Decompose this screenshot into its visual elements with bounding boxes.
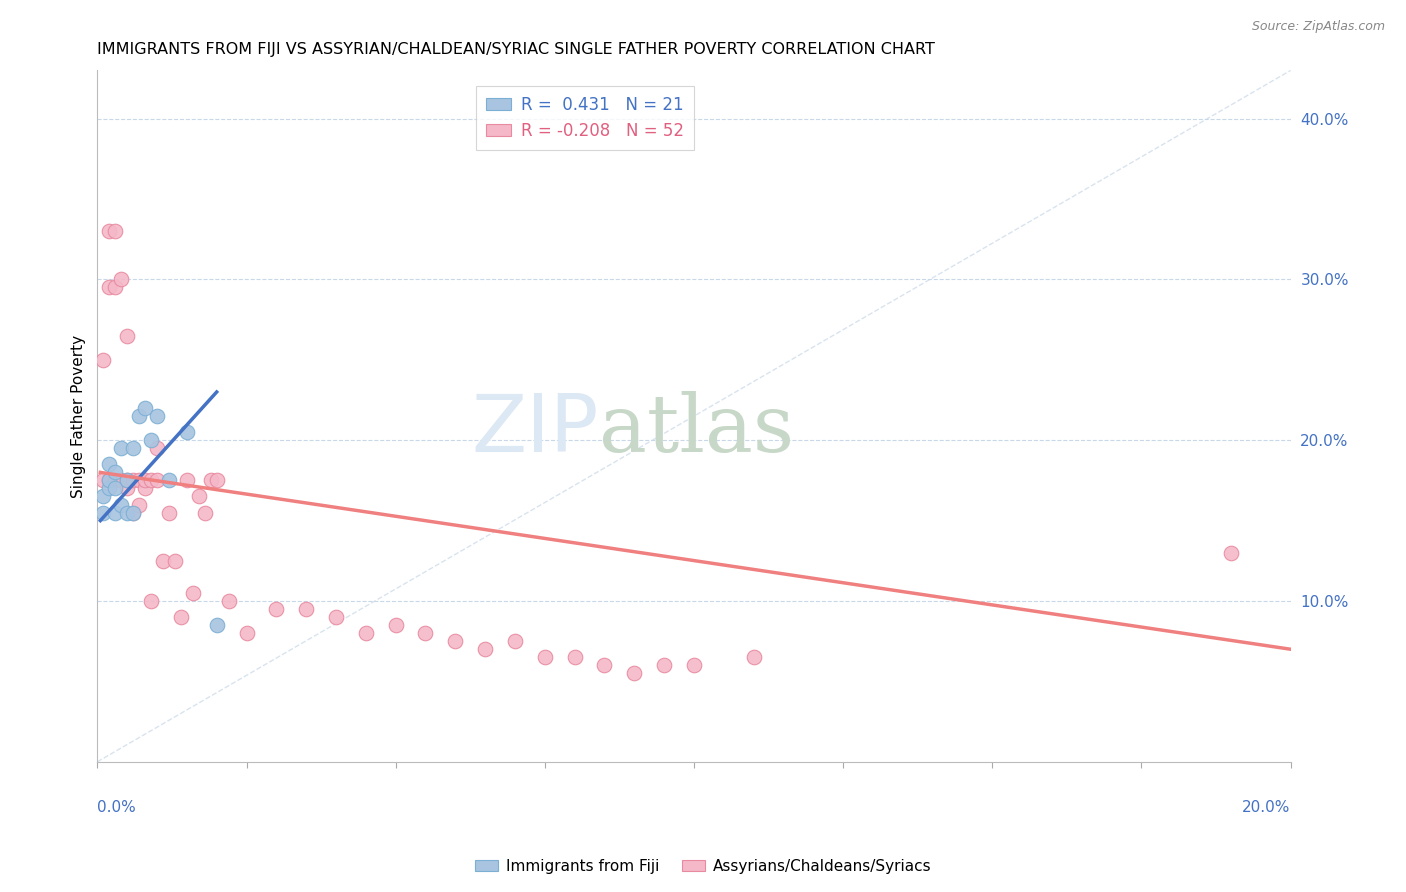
Point — [115, 474, 138, 488]
Point — [163, 554, 186, 568]
Point — [139, 434, 162, 448]
Point — [200, 474, 222, 488]
Point — [104, 224, 127, 238]
Point — [115, 328, 138, 343]
Point — [325, 610, 347, 624]
Point — [98, 474, 121, 488]
Point — [91, 490, 114, 504]
Point — [110, 498, 132, 512]
Point — [128, 498, 150, 512]
Point — [110, 272, 132, 286]
Point — [176, 474, 198, 488]
Point — [139, 474, 162, 488]
Point — [115, 474, 138, 488]
Point — [157, 506, 180, 520]
Point — [110, 442, 132, 456]
Point — [652, 658, 675, 673]
Point — [295, 602, 318, 616]
Point — [146, 442, 169, 456]
Point — [170, 610, 193, 624]
Point — [564, 650, 586, 665]
Point — [474, 642, 496, 657]
Point — [139, 594, 162, 608]
Point — [146, 409, 169, 423]
Y-axis label: Single Father Poverty: Single Father Poverty — [72, 334, 86, 498]
Point — [128, 409, 150, 423]
Point — [683, 658, 706, 673]
Point — [181, 586, 204, 600]
Legend: Immigrants from Fiji, Assyrians/Chaldeans/Syriacs: Immigrants from Fiji, Assyrians/Chaldean… — [468, 853, 938, 880]
Text: IMMIGRANTS FROM FIJI VS ASSYRIAN/CHALDEAN/SYRIAC SINGLE FATHER POVERTY CORRELATI: IMMIGRANTS FROM FIJI VS ASSYRIAN/CHALDEA… — [97, 42, 935, 57]
Point — [122, 506, 145, 520]
Point — [98, 474, 121, 488]
Point — [91, 474, 114, 488]
Point — [104, 474, 127, 488]
Point — [98, 280, 121, 294]
Point — [194, 506, 217, 520]
Point — [115, 506, 138, 520]
Point — [623, 666, 645, 681]
Text: ZIP: ZIP — [471, 391, 599, 469]
Point — [128, 474, 150, 488]
Text: 0.0%: 0.0% — [97, 800, 136, 814]
Point — [110, 474, 132, 488]
Point — [134, 474, 156, 488]
Point — [104, 482, 127, 496]
Point — [104, 466, 127, 480]
Point — [157, 474, 180, 488]
Point — [593, 658, 616, 673]
Text: Source: ZipAtlas.com: Source: ZipAtlas.com — [1251, 20, 1385, 33]
Point — [742, 650, 765, 665]
Point — [134, 401, 156, 415]
Point — [218, 594, 240, 608]
Point — [205, 618, 228, 632]
Point — [91, 506, 114, 520]
Point — [1219, 546, 1241, 560]
Point — [205, 474, 228, 488]
Point — [384, 618, 406, 632]
Point — [187, 490, 209, 504]
Point — [122, 474, 145, 488]
Point — [533, 650, 555, 665]
Point — [444, 634, 467, 648]
Point — [104, 280, 127, 294]
Text: 20.0%: 20.0% — [1243, 800, 1291, 814]
Point — [98, 224, 121, 238]
Point — [415, 626, 437, 640]
Point — [104, 506, 127, 520]
Point — [354, 626, 377, 640]
Point — [98, 482, 121, 496]
Point — [122, 442, 145, 456]
Point — [503, 634, 526, 648]
Point — [266, 602, 288, 616]
Point — [152, 554, 174, 568]
Point — [115, 482, 138, 496]
Point — [98, 458, 121, 472]
Point — [235, 626, 257, 640]
Point — [122, 506, 145, 520]
Point — [134, 482, 156, 496]
Legend: R =  0.431   N = 21, R = -0.208   N = 52: R = 0.431 N = 21, R = -0.208 N = 52 — [475, 86, 693, 150]
Text: atlas: atlas — [599, 391, 793, 469]
Point — [176, 425, 198, 440]
Point — [146, 474, 169, 488]
Point — [91, 352, 114, 367]
